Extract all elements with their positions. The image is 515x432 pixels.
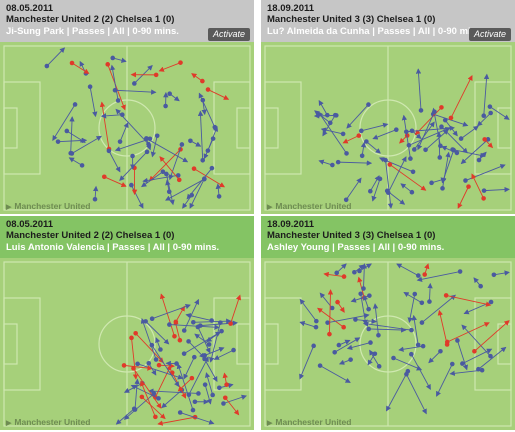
play-triangle-icon: ▶ [267, 204, 273, 211]
match-date: 18.09.2011 [267, 3, 315, 14]
pitch: ▶ Manchester United [261, 42, 515, 214]
player-filter: Ji-Sung Park | Passes | All | 0-90 mins. [6, 26, 179, 37]
team-label: ▶ Manchester United [267, 417, 351, 427]
panel-header: 08.05.2011 Manchester United 2 (2) Chels… [0, 0, 254, 42]
pass-lines [299, 263, 510, 415]
match-date: 08.05.2011 [6, 219, 54, 230]
pitch-markings [264, 261, 512, 427]
panel-header: 18.09.2011 Manchester United 3 (3) Chels… [261, 216, 515, 258]
pass-lines [313, 68, 510, 209]
team-name: Manchester United [275, 201, 352, 211]
pitch-markings [3, 45, 251, 211]
activate-button[interactable]: Activate [468, 28, 511, 41]
team-name: Manchester United [14, 201, 91, 211]
pitch: ▶ Manchester United [0, 258, 254, 430]
player-filter: Lu? Almeida da Cunha | Passes | All | 0-… [267, 26, 485, 37]
panel-young: 18.09.2011 Manchester United 3 (3) Chels… [261, 216, 515, 430]
activate-button[interactable]: Activate [207, 28, 250, 41]
team-name: Manchester United [14, 417, 91, 427]
pitch: ▶ Manchester United [0, 42, 254, 214]
play-triangle-icon: ▶ [6, 420, 12, 427]
pitch-markings [264, 45, 512, 211]
match-score: Manchester United 3 (3) Chelsea 1 (0) [267, 14, 436, 25]
pass-lines [115, 293, 247, 426]
match-date: 08.05.2011 [6, 3, 54, 14]
play-triangle-icon: ▶ [6, 204, 12, 211]
match-date: 18.09.2011 [267, 219, 315, 230]
match-score: Manchester United 3 (3) Chelsea 1 (0) [267, 230, 436, 241]
panel-park: 08.05.2011 Manchester United 2 (2) Chels… [0, 0, 254, 214]
team-name: Manchester United [275, 417, 352, 427]
team-label: ▶ Manchester United [267, 201, 351, 211]
player-filter: Luis Antonio Valencia | Passes | All | 0… [6, 242, 220, 253]
panel-header: 18.09.2011 Manchester United 3 (3) Chels… [261, 0, 515, 42]
panel-header: 08.05.2011 Manchester United 2 (2) Chels… [0, 216, 254, 258]
panel-valencia: 08.05.2011 Manchester United 2 (2) Chels… [0, 216, 254, 430]
match-score: Manchester United 2 (2) Chelsea 1 (0) [6, 230, 175, 241]
match-score: Manchester United 2 (2) Chelsea 1 (0) [6, 14, 175, 25]
player-filter: Ashley Young | Passes | All | 0-90 mins. [267, 242, 445, 253]
play-triangle-icon: ▶ [267, 420, 273, 427]
team-label: ▶ Manchester United [6, 201, 90, 211]
pitch-markings [3, 261, 251, 427]
team-label: ▶ Manchester United [6, 417, 90, 427]
pass-lines [44, 47, 230, 209]
panel-cunha: 18.09.2011 Manchester United 3 (3) Chels… [261, 0, 515, 214]
pitch: ▶ Manchester United [261, 258, 515, 430]
